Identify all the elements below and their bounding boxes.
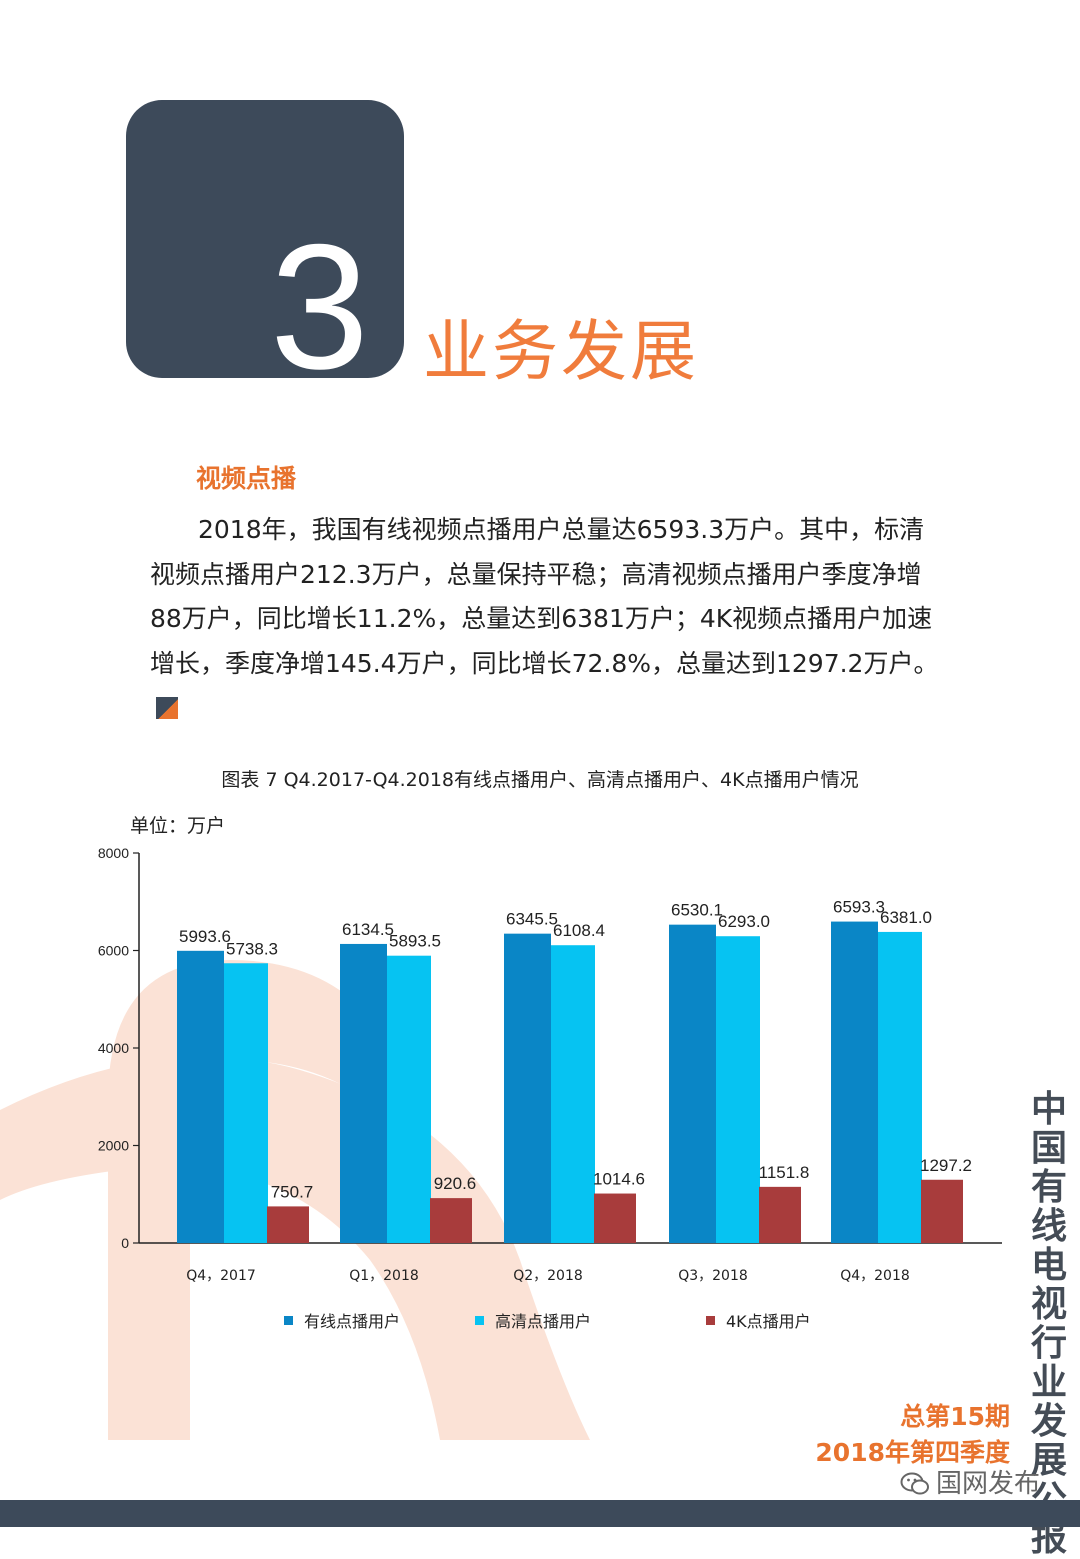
x-category-label: Q1，2018 [349,1268,419,1284]
watermark: 国网发布 [900,1467,1040,1501]
x-category-label: Q3，2018 [678,1268,748,1284]
chart-unit-label: 单位：万户 [130,815,226,837]
bar-1 [504,933,551,1243]
data-label: 5738.3 [226,939,278,958]
bar-1 [340,943,387,1243]
paragraph-end-icon [156,697,178,719]
data-label: 6593.3 [833,898,885,917]
data-label: 6293.0 [718,912,770,931]
body-text: 2018年，我国有线视频点播用户总量达6593.3万户。其中，标清视频点播用户2… [150,515,939,678]
legend-label: 高清点播用户 [495,1312,591,1331]
data-label: 6381.0 [880,908,932,927]
data-label: 1014.6 [593,1170,645,1189]
data-label: 6530.1 [671,901,723,920]
bar-3 [759,1186,801,1243]
data-label: 5993.6 [179,927,231,946]
bar-2 [878,931,922,1243]
x-category-label: Q2，2018 [513,1268,583,1284]
bar-1 [177,950,224,1243]
data-label: 920.6 [434,1174,477,1193]
wechat-icon [900,1472,929,1495]
data-label: 5893.5 [389,932,441,951]
issue-number: 总第15期 [900,1402,1010,1431]
y-tick-label: 6000 [98,943,129,959]
bar-3 [430,1198,472,1243]
legend-label: 4K点播用户 [726,1312,811,1331]
issue-quarter: 2018年第四季度 [815,1438,1010,1467]
legend-swatch [706,1316,715,1325]
section-number-box [126,100,404,378]
data-label: 6345.5 [506,910,558,929]
bar-2 [716,936,760,1243]
bar-3 [267,1206,309,1243]
bar-2 [551,945,595,1243]
y-tick-label: 2000 [98,1138,129,1154]
x-category-label: Q4，2018 [840,1268,910,1284]
data-label: 6134.5 [342,920,394,939]
bar-3 [594,1193,636,1243]
bar-2 [387,955,431,1243]
y-tick-label: 4000 [98,1040,129,1056]
section-number: 3 [270,207,369,406]
footer-bar [0,1500,1080,1527]
data-label: 1297.2 [920,1156,972,1175]
bar-1 [831,921,878,1243]
bar-1 [669,924,716,1243]
watermark-text: 国网发布 [936,1469,1041,1499]
x-category-label: Q4，2017 [186,1268,256,1284]
bar-3 [921,1179,963,1243]
legend-swatch [284,1316,293,1325]
background-decoration [0,960,590,1440]
legend-label: 有线点播用户 [304,1312,400,1331]
chart-title: 图表 7 Q4.2017-Q4.2018有线点播用户、高清点播用户、4K点播用户… [221,769,859,791]
body-paragraph: 2018年，我国有线视频点播用户总量达6593.3万户。其中，标清视频点播用户2… [150,508,940,731]
legend-swatch [475,1316,484,1325]
sub-heading: 视频点播 [196,464,297,493]
y-tick-label: 8000 [98,845,129,861]
data-label: 6108.4 [553,921,605,940]
y-tick-label: 0 [121,1235,129,1251]
data-label: 750.7 [271,1182,314,1201]
section-title: 业务发展 [423,313,699,390]
data-label: 1151.8 [759,1163,810,1182]
bar-2 [224,963,268,1243]
